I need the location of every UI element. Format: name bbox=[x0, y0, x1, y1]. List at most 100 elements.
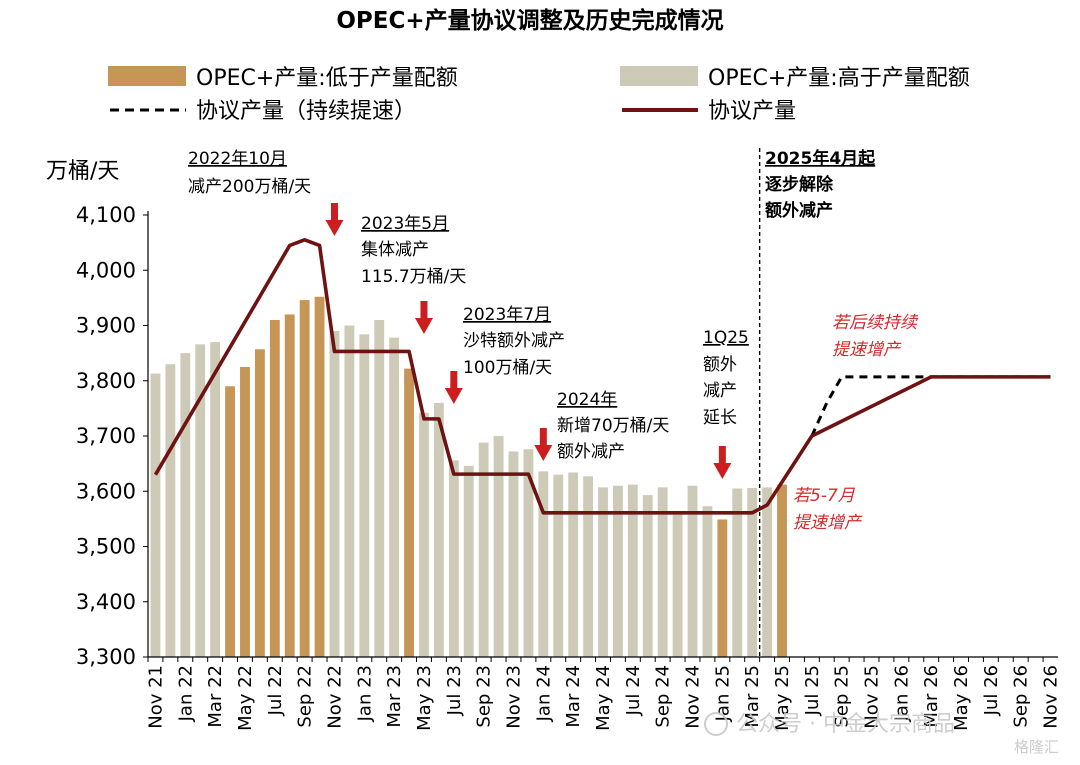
x-tick-label: Sep 25 bbox=[832, 665, 853, 728]
y-tick-label: 3,700 bbox=[76, 424, 136, 448]
bar-may-24 bbox=[598, 487, 608, 657]
bar-jul-23 bbox=[448, 460, 459, 657]
x-tick-label: Sep 22 bbox=[295, 665, 316, 728]
x-tick-label: Nov 22 bbox=[324, 665, 345, 729]
annotation-line: 集体减产 bbox=[361, 240, 429, 260]
bar-feb-25 bbox=[732, 488, 743, 657]
y-tick-label: 4,000 bbox=[76, 258, 136, 282]
annotation-line: 额外 bbox=[703, 355, 737, 375]
y-tick-label: 3,900 bbox=[76, 314, 136, 338]
annotation-line: 2023年7月 bbox=[463, 305, 551, 325]
x-tick-label: Jan 23 bbox=[354, 665, 375, 722]
legend-label-below: OPEC+产量:低于产量配额 bbox=[196, 66, 458, 91]
y-tick-label: 3,800 bbox=[76, 369, 136, 393]
arrow-down-icon bbox=[414, 301, 433, 334]
bar-dec-24 bbox=[702, 506, 713, 657]
annotation-2023-jul: 2023年7月 沙特额外减产 100万桶/天 bbox=[463, 305, 565, 378]
bar-dec-22 bbox=[344, 325, 355, 657]
bar-mar-22 bbox=[210, 342, 221, 657]
arrow-down-icon bbox=[325, 203, 344, 236]
lines-group bbox=[153, 238, 1051, 515]
annotation-line: 2023年5月 bbox=[361, 214, 449, 234]
watermark-badge: 格隆汇 bbox=[1014, 738, 1059, 756]
annotation-line: 额外减产 bbox=[765, 200, 833, 221]
bar-sep-24 bbox=[657, 487, 668, 657]
arrows-group bbox=[325, 203, 732, 479]
bar-jul-22 bbox=[269, 319, 280, 657]
bar-may-25 bbox=[777, 484, 787, 657]
bar-nov-22 bbox=[329, 331, 340, 657]
x-tick-label: Nov 24 bbox=[683, 665, 704, 729]
bar-sep-22 bbox=[299, 300, 310, 657]
bar-oct-23 bbox=[493, 436, 504, 657]
arrow-down-icon bbox=[534, 428, 553, 461]
annotation-line: 额外减产 bbox=[557, 442, 625, 462]
bar-jun-22 bbox=[254, 349, 265, 657]
bar-jan-24 bbox=[538, 471, 549, 657]
bar-apr-23 bbox=[404, 368, 414, 657]
y-ticks-group: 3,300 3,400 3,500 3,600 3,700 3,800 3,900 4,000… bbox=[76, 203, 148, 669]
bar-aug-24 bbox=[642, 495, 653, 657]
x-tick-label: Jul 22 bbox=[265, 665, 286, 716]
annotation-2023-may: 2023年5月 集体减产 115.7万桶/天 bbox=[361, 214, 466, 287]
bar-may-22 bbox=[240, 366, 250, 657]
x-tick-label: Jan 24 bbox=[533, 665, 554, 722]
bar-dec-21 bbox=[165, 364, 176, 657]
legend: OPEC+产量:低于产量配额 OPEC+产量:高于产量配额 协议产量（持续提速）… bbox=[108, 66, 970, 124]
annotation-line: 100万桶/天 bbox=[463, 358, 552, 378]
annotation-red-bottom: 若5-7月 提速增产 bbox=[793, 486, 863, 533]
legend-swatch-below bbox=[108, 66, 186, 86]
x-tick-label: May 24 bbox=[593, 665, 614, 731]
x-tick-label: Sep 24 bbox=[653, 665, 674, 728]
chart-title: OPEC+产量协议调整及历史完成情况 bbox=[336, 7, 723, 34]
y-tick-label: 3,500 bbox=[76, 535, 136, 559]
bar-oct-24 bbox=[672, 513, 683, 657]
legend-label-dashed: 协议产量（持续提速） bbox=[196, 99, 416, 124]
bar-feb-24 bbox=[553, 474, 564, 657]
bar-mar-25 bbox=[747, 487, 758, 657]
x-tick-label: Jan 22 bbox=[175, 665, 196, 722]
x-tick-label: Mar 26 bbox=[921, 665, 942, 728]
bars-group bbox=[150, 296, 787, 658]
annotation-line: 提速增产 bbox=[793, 513, 863, 533]
bar-oct-22 bbox=[314, 296, 325, 657]
bar-nov-24 bbox=[687, 485, 698, 657]
arrow-down-icon bbox=[444, 371, 463, 404]
annotation-line: 1Q25 bbox=[703, 328, 749, 348]
bar-jan-23 bbox=[359, 334, 370, 657]
legend-label-above: OPEC+产量:高于产量配额 bbox=[708, 66, 970, 91]
x-tick-label: May 22 bbox=[235, 665, 256, 731]
target-line-dashed bbox=[810, 375, 1051, 437]
x-tick-label: Jan 25 bbox=[712, 665, 733, 722]
bar-mar-24 bbox=[568, 472, 579, 657]
x-tick-label: Sep 23 bbox=[474, 665, 495, 728]
x-tick-label: Mar 24 bbox=[563, 665, 584, 728]
wechat-icon bbox=[704, 712, 728, 736]
bar-aug-23 bbox=[463, 465, 474, 657]
legend-swatch-above bbox=[620, 66, 698, 86]
bar-jan-22 bbox=[180, 353, 191, 658]
annotation-line: 2022年10月 bbox=[188, 149, 287, 169]
y-tick-label: 4,100 bbox=[76, 203, 136, 227]
annotation-line: 115.7万桶/天 bbox=[361, 267, 466, 287]
annotation-line: 若后续持续 bbox=[832, 313, 919, 333]
bar-feb-23 bbox=[374, 319, 385, 657]
axes-group bbox=[147, 148, 1058, 658]
x-tick-label: May 25 bbox=[772, 665, 793, 731]
annotation-line: 延长 bbox=[703, 408, 737, 428]
x-tick-label: Jul 23 bbox=[444, 665, 465, 716]
bar-apr-22 bbox=[225, 386, 235, 657]
y-tick-label: 3,400 bbox=[76, 590, 136, 614]
bar-mar-23 bbox=[389, 337, 400, 657]
bar-jun-23 bbox=[433, 402, 444, 657]
annotation-line: 减产200万桶/天 bbox=[188, 177, 311, 197]
annotation-2024: 2024年 新增70万桶/天 额外减产 bbox=[557, 390, 669, 462]
annotation-line: 若5-7月 bbox=[793, 486, 856, 506]
bar-jun-24 bbox=[613, 485, 623, 657]
x-tick-label: Nov 21 bbox=[145, 665, 166, 729]
bar-apr-24 bbox=[583, 476, 594, 657]
bar-nov-21 bbox=[150, 373, 161, 657]
x-tick-label: Jul 24 bbox=[623, 665, 644, 716]
x-tick-label: Mar 22 bbox=[205, 665, 226, 728]
